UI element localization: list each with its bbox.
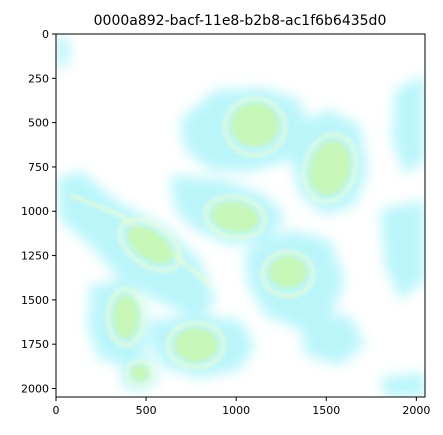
y-tick-label: 1750 <box>21 338 49 351</box>
y-tick-label: 1000 <box>21 205 49 218</box>
x-tick-label: 1000 <box>222 404 250 417</box>
microscopy-image <box>56 34 425 397</box>
x-tick-label: 1500 <box>312 404 340 417</box>
y-tick-label: 1250 <box>21 250 49 263</box>
y-tick-label: 750 <box>28 161 49 174</box>
x-tick-label: 0 <box>53 404 60 417</box>
x-axis: 0 500 1000 1500 2000 <box>53 397 430 417</box>
y-tick-label: 0 <box>42 28 49 41</box>
y-tick-label: 2000 <box>21 382 49 395</box>
figure-title: 0000a892-bacf-11e8-b2b8-ac1f6b6435d0 <box>94 13 387 29</box>
nuclei <box>113 103 351 381</box>
y-tick-label: 1500 <box>21 294 49 307</box>
plot-frame <box>55 33 426 398</box>
y-tick-label: 250 <box>28 72 49 85</box>
y-tick-label: 500 <box>28 117 49 130</box>
x-tick-label: 2000 <box>402 404 430 417</box>
y-axis: 0 250 500 750 1000 1250 1500 1750 2000 <box>21 28 56 395</box>
x-tick-label: 500 <box>136 404 157 417</box>
